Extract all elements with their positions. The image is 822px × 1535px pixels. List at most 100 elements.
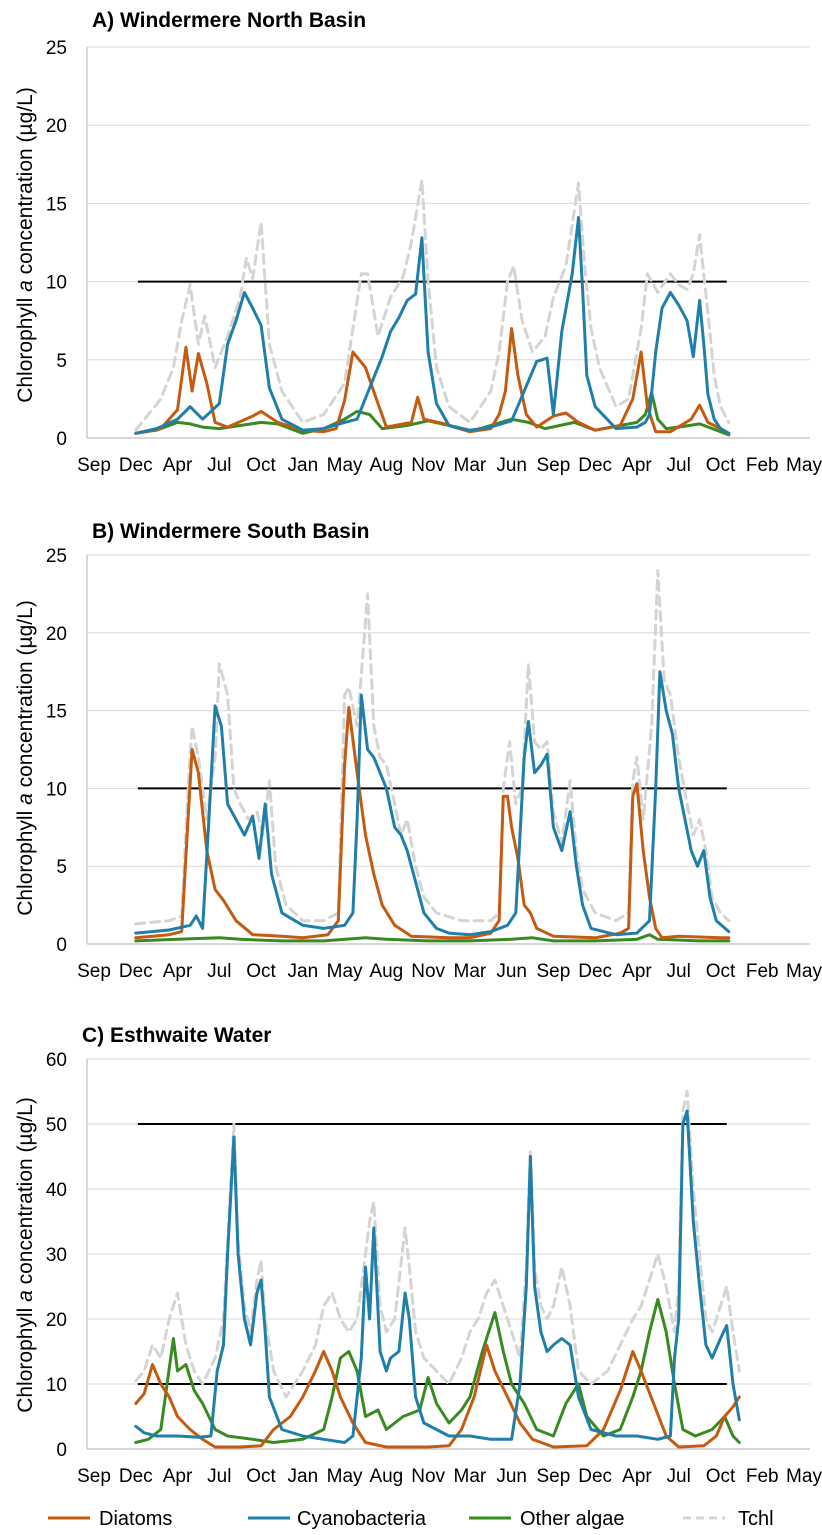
series-line-diatoms [134, 1343, 741, 1449]
x-tick-label: Aug [369, 961, 403, 982]
panel-b-y-ticks: 0 5 10 15 20 25 [46, 546, 67, 956]
x-tick-label: May [327, 455, 363, 476]
x-tick-label: Dec [119, 961, 153, 982]
x-tick-label: Mar [454, 961, 487, 982]
x-tick-label: Apr [163, 455, 193, 476]
panel-b-x-ticks: Sep Dec Apr Jul Oct Jan May Aug Nov Mar Jun Sep Dec A… [77, 961, 822, 982]
x-tick-label: Sep [77, 455, 111, 476]
y-tick-label: 40 [46, 1180, 67, 1201]
legend-item-diatoms: Diatoms [48, 1508, 172, 1530]
x-tick-label: Dec [578, 961, 612, 982]
panel-b-title: B) Windermere South Basin [92, 520, 370, 543]
y-tick-label: 0 [56, 429, 67, 450]
y-tick-label: 20 [46, 1310, 67, 1331]
y-tick-label: 60 [46, 1050, 67, 1071]
panel-a: A) Windermere North Basin Chlorophyll a … [14, 9, 822, 476]
panel-c-ylabel: Chlorophyll a concentration (µg/L) [14, 1097, 37, 1413]
x-tick-label: Apr [622, 455, 652, 476]
y-tick-label: 15 [46, 702, 67, 723]
x-tick-label: Dec [119, 455, 153, 476]
x-tick-label: Feb [746, 961, 779, 982]
panel-a-ylabel: Chlorophyll a concentration (µg/L) [14, 87, 37, 403]
x-tick-label: Oct [706, 1466, 736, 1487]
x-tick-label: Jun [496, 455, 527, 476]
series-line-cyanobacteria [134, 216, 731, 435]
x-tick-label: Apr [163, 1466, 193, 1487]
x-tick-label: Jul [667, 961, 691, 982]
legend-label-other-algae: Other algae [520, 1508, 625, 1530]
panel-b: B) Windermere South Basin Chlorophyll a … [14, 520, 822, 982]
x-tick-label: Oct [706, 961, 736, 982]
x-tick-label: Mar [454, 1466, 487, 1487]
y-tick-label: 5 [56, 857, 67, 878]
y-tick-label: 10 [46, 1375, 67, 1396]
series-line-tchl [134, 1090, 741, 1399]
x-tick-label: Feb [746, 1466, 779, 1487]
y-tick-label: 50 [46, 1115, 67, 1136]
y-tick-label: 20 [46, 116, 67, 137]
y-tick-label: 0 [56, 935, 67, 956]
x-tick-label: Jun [496, 1466, 527, 1487]
y-tick-label: 0 [56, 1440, 67, 1461]
x-tick-label: Apr [622, 1466, 652, 1487]
legend-item-tchl: Tchl [683, 1508, 774, 1530]
x-tick-label: Jun [496, 961, 527, 982]
y-tick-label: 20 [46, 624, 67, 645]
series-line-diatoms [134, 327, 731, 435]
x-tick-label: Jul [207, 1466, 231, 1487]
x-tick-label: Aug [369, 1466, 403, 1487]
x-tick-label: Apr [622, 961, 652, 982]
x-tick-label: Jul [207, 961, 231, 982]
x-tick-label: Aug [369, 455, 403, 476]
series-line-other-algae [134, 391, 731, 437]
y-tick-label: 10 [46, 273, 67, 294]
x-tick-label: Oct [246, 455, 276, 476]
x-tick-label: May [327, 961, 363, 982]
legend-label-diatoms: Diatoms [99, 1508, 172, 1530]
legend-label-tchl: Tchl [738, 1508, 774, 1530]
x-tick-label: Dec [578, 455, 612, 476]
x-tick-label: May [786, 961, 822, 982]
panel-b-ylabel: Chlorophyll a concentration (µg/L) [14, 600, 37, 916]
x-tick-label: Jul [207, 455, 231, 476]
x-tick-label: Nov [411, 961, 445, 982]
x-tick-label: Jul [667, 455, 691, 476]
x-tick-label: Sep [537, 455, 571, 476]
x-tick-label: Sep [537, 961, 571, 982]
x-tick-label: Jan [288, 1466, 319, 1487]
panel-c-series [134, 1090, 741, 1449]
panel-c-title: C) Esthwaite Water [82, 1024, 271, 1047]
x-tick-label: Nov [411, 455, 445, 476]
x-tick-label: Oct [246, 1466, 276, 1487]
series-line-other-algae [134, 933, 731, 943]
panel-a-series [134, 178, 731, 437]
x-tick-label: Sep [77, 961, 111, 982]
x-tick-label: Sep [537, 1466, 571, 1487]
x-tick-label: Apr [163, 961, 193, 982]
y-tick-label: 25 [46, 38, 67, 59]
y-tick-label: 5 [56, 351, 67, 372]
x-tick-label: May [786, 455, 822, 476]
legend-label-cyanobacteria: Cyanobacteria [297, 1508, 427, 1530]
y-tick-label: 25 [46, 546, 67, 567]
y-tick-label: 10 [46, 779, 67, 800]
panel-c-y-ticks: 0 10 20 30 40 50 60 [46, 1050, 67, 1461]
x-tick-label: Jan [288, 961, 319, 982]
series-line-cyanobacteria [134, 670, 731, 937]
series-line-diatoms [134, 706, 731, 940]
x-tick-label: Sep [77, 1466, 111, 1487]
series-line-cyanobacteria [134, 1109, 741, 1444]
panel-a-title: A) Windermere North Basin [92, 9, 366, 32]
panel-a-y-ticks: 0 5 10 15 20 25 [46, 38, 67, 450]
x-tick-label: Oct [706, 455, 736, 476]
panel-c: C) Esthwaite Water Chlorophyll a concent… [14, 1024, 822, 1487]
x-tick-label: May [327, 1466, 363, 1487]
panel-a-x-ticks: Sep Dec Apr Jul Oct Jan May Aug Nov Mar Jun Sep Dec A… [77, 455, 822, 476]
x-tick-label: Feb [746, 455, 779, 476]
panel-c-x-ticks: Sep Dec Apr Jul Oct Jan May Aug Nov Mar Jun Sep Dec A… [77, 1466, 822, 1487]
x-tick-label: Dec [119, 1466, 153, 1487]
legend-item-cyanobacteria: Cyanobacteria [248, 1508, 427, 1530]
x-tick-label: Jul [667, 1466, 691, 1487]
legend: Diatoms Cyanobacteria Other algae Tchl [48, 1508, 774, 1530]
